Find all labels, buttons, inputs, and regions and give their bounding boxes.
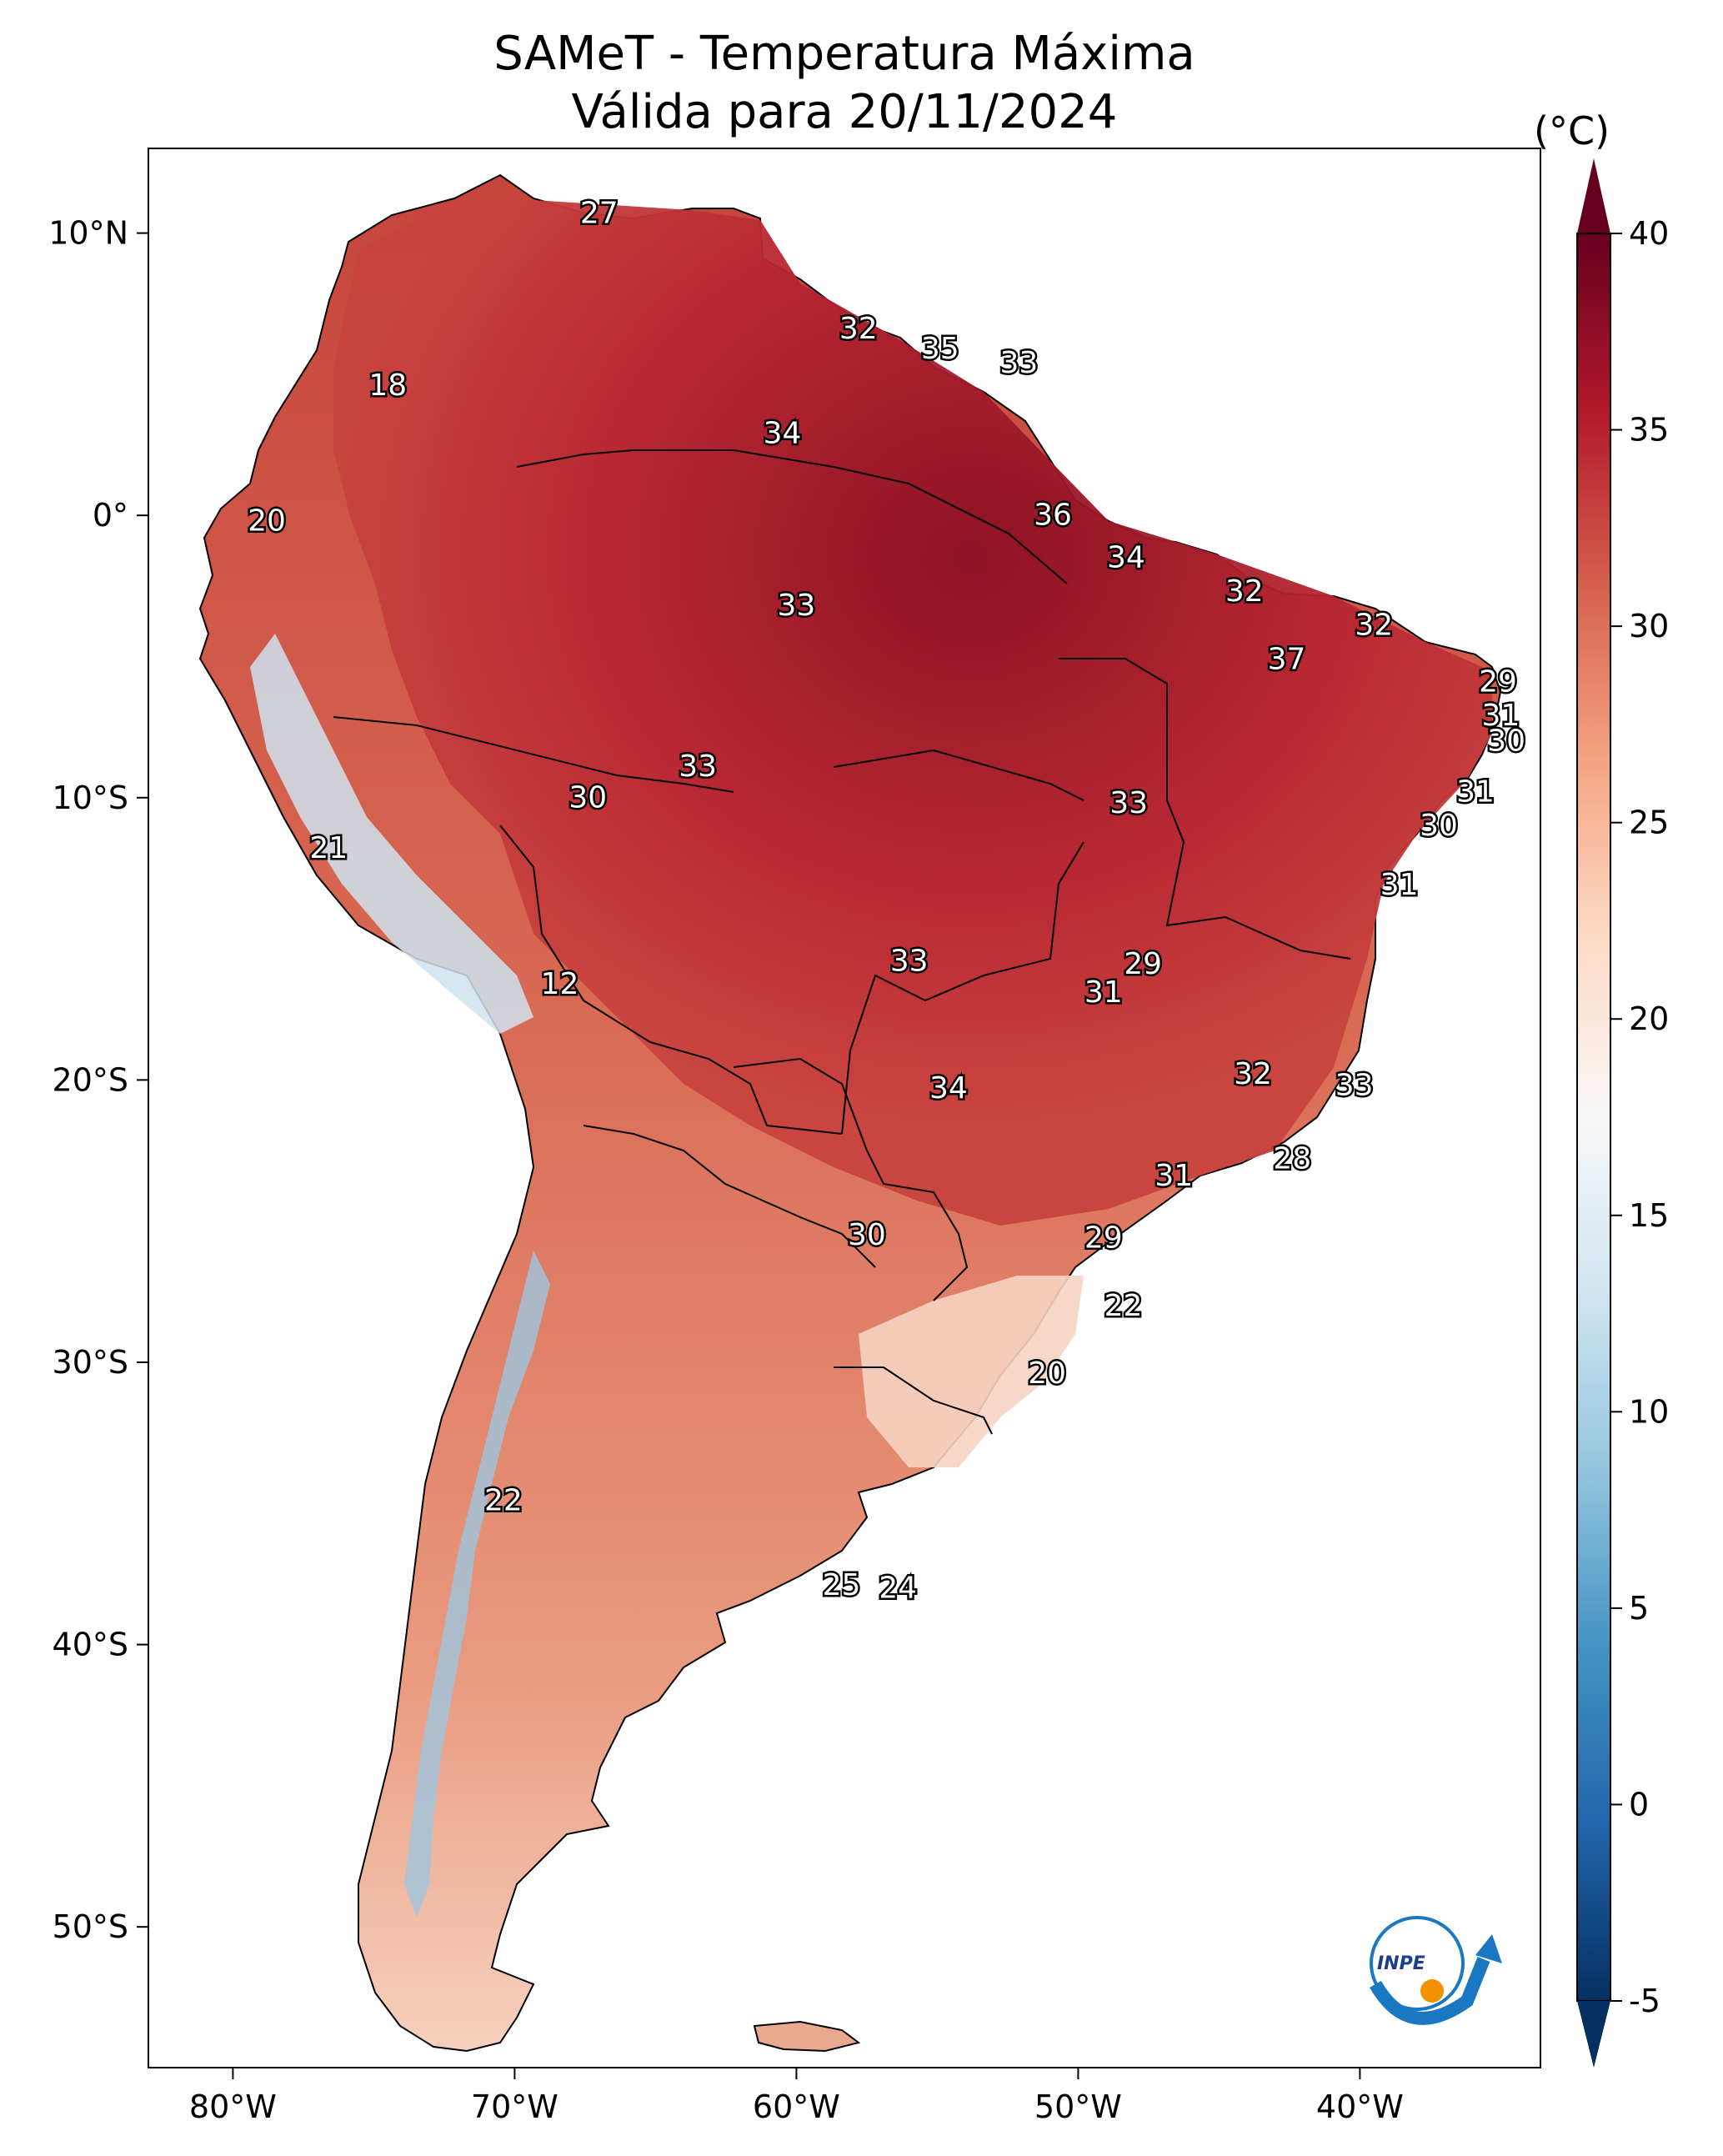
contour-label: 33 — [890, 945, 929, 979]
contour-label: 22 — [484, 1483, 523, 1517]
colorbar: 40 35 30 25 20 15 10 5 0 -5 — [1576, 158, 1669, 2068]
contour-label: 21 — [309, 831, 348, 865]
contour-label: 30 — [568, 780, 607, 815]
title-line-1: SAMeT - Temperatura Máxima — [493, 27, 1195, 81]
colorbar-tick-label: 40 — [1629, 215, 1669, 252]
falkland-islands — [753, 2020, 861, 2053]
colorbar-tick-label: 35 — [1629, 412, 1669, 449]
colorbar-tick-label: 20 — [1629, 1000, 1669, 1037]
colorbar-tick-label: 0 — [1629, 1786, 1649, 1823]
logo-swoosh — [1370, 1957, 1490, 2025]
lat-tick-label: 10°S — [53, 780, 128, 816]
colorbar-ticks: 40 35 30 25 20 15 10 5 0 -5 — [1610, 215, 1669, 2019]
colorbar-tick-label: 5 — [1629, 1590, 1649, 1627]
logo-text: INPE — [1377, 1953, 1425, 1974]
contour-label: 35 — [921, 332, 959, 366]
contour-label: 18 — [368, 369, 407, 403]
logo-arrow-icon — [1475, 1934, 1502, 1963]
inpe-logo: INPE — [1370, 1916, 1502, 2025]
contour-label: 33 — [679, 750, 717, 784]
hot-region-shading — [333, 200, 1492, 1226]
colorbar-top-extension — [1577, 158, 1610, 233]
colorbar-tick-label: -5 — [1629, 1983, 1660, 2019]
contour-label: 25 — [823, 1568, 861, 1602]
colorbar-tick-label: 15 — [1629, 1197, 1669, 1234]
lon-tick-label: 70°W — [471, 2088, 558, 2125]
lat-tick-label: 20°S — [53, 1061, 128, 1098]
lat-tick-label: 10°N — [48, 215, 128, 252]
contour-label: 32 — [1355, 609, 1393, 643]
contour-label: 36 — [1034, 499, 1072, 533]
country-borders — [333, 449, 1351, 1435]
contour-label: 33 — [999, 346, 1038, 380]
lon-tick-label: 50°W — [1034, 2088, 1122, 2125]
contour-label: 30 — [1420, 809, 1458, 843]
contour-label: 33 — [1109, 786, 1148, 820]
lon-tick-label: 80°W — [189, 2088, 277, 2125]
latitude-axis: 10°N 0° 10°S 20°S 30°S 40°S 50°S — [48, 215, 148, 1945]
contour-label: 34 — [1107, 541, 1145, 575]
contour-label: 31 — [1084, 975, 1123, 1010]
contour-label: 32 — [839, 312, 878, 346]
contour-label: 31 — [1380, 868, 1419, 902]
contour-label: 27 — [580, 196, 619, 230]
contour-label: 34 — [929, 1071, 968, 1106]
andes-south-cool-band — [404, 1251, 550, 1918]
logo-sun-icon — [1420, 1979, 1444, 2003]
contour-label: 32 — [1225, 574, 1264, 609]
land-layer — [198, 173, 1502, 2053]
lat-tick-label: 40°S — [53, 1627, 128, 1663]
contour-label: 33 — [777, 589, 815, 623]
contour-label: 33 — [1335, 1069, 1374, 1103]
longitude-axis: 80°W 70°W 60°W 50°W 40°W — [189, 2068, 1404, 2125]
contour-label: 12 — [541, 967, 579, 1001]
lat-tick-label: 30°S — [53, 1344, 128, 1381]
contour-label: 29 — [1084, 1221, 1123, 1256]
lat-tick-label: 0° — [93, 497, 128, 534]
colorbar-body — [1576, 233, 1611, 2002]
contour-label: 24 — [879, 1571, 917, 1605]
contour-label: 30 — [1487, 725, 1525, 759]
colorbar-tick-label: 30 — [1629, 608, 1669, 644]
logo-ring — [1370, 1916, 1465, 2011]
map-frame — [148, 148, 1541, 2068]
contour-label: 30 — [848, 1218, 886, 1252]
map-title: SAMeT - Temperatura Máxima Válida para 2… — [148, 25, 1540, 142]
title-line-2: Válida para 20/11/2024 — [571, 85, 1118, 139]
contour-label: 22 — [1104, 1289, 1143, 1323]
contour-label: 31 — [1456, 775, 1495, 810]
contour-label: 20 — [1028, 1356, 1066, 1391]
contour-label: 20 — [248, 504, 286, 539]
contour-label: 28 — [1273, 1142, 1311, 1176]
contour-label: 29 — [1124, 947, 1162, 981]
contour-label: 34 — [764, 417, 802, 451]
contour-label: 32 — [1234, 1057, 1272, 1091]
south-brazil-cool — [859, 1276, 1084, 1467]
colorbar-unit: (°C) — [1534, 108, 1610, 153]
lon-tick-label: 40°W — [1316, 2088, 1404, 2125]
contour-label: 37 — [1268, 642, 1306, 676]
contour-label: 29 — [1479, 665, 1517, 699]
colorbar-tick-label: 25 — [1629, 805, 1669, 841]
lon-tick-label: 60°W — [753, 2088, 840, 2125]
contour-label: 31 — [1155, 1159, 1193, 1193]
colorbar-tick-label: 10 — [1629, 1393, 1669, 1430]
colorbar-bottom-extension — [1577, 2001, 1610, 2068]
andes-cool-band — [250, 634, 533, 1034]
lat-tick-label: 50°S — [53, 1908, 128, 1945]
contour-label: 31 — [1481, 699, 1520, 733]
